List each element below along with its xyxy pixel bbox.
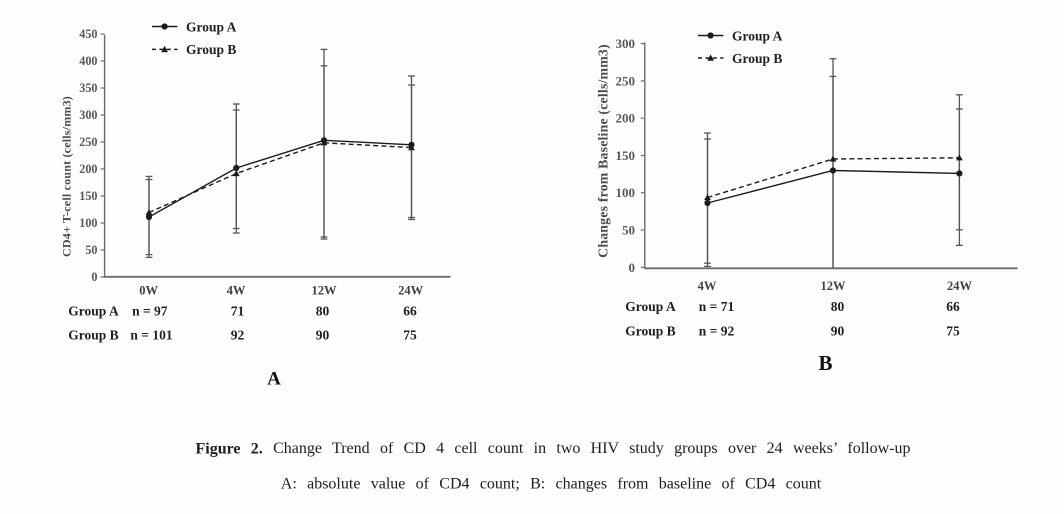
svg-text:80: 80 [831, 299, 845, 314]
svg-text:80: 80 [316, 304, 330, 319]
svg-text:12W: 12W [821, 279, 847, 293]
svg-text:n = 101: n = 101 [130, 328, 172, 343]
svg-text:92: 92 [231, 328, 245, 343]
svg-text:50: 50 [85, 243, 97, 257]
svg-text:n = 97: n = 97 [132, 304, 168, 319]
svg-text:Group A: Group A [68, 304, 119, 319]
svg-text:Group B: Group B [625, 323, 675, 338]
svg-text:Group B: Group B [186, 42, 236, 57]
svg-text:24W: 24W [398, 284, 424, 298]
svg-text:Changes from Baseline (cells/m: Changes from Baseline (cells/mm3) [596, 44, 612, 258]
svg-text:90: 90 [316, 328, 330, 343]
svg-text:Group A: Group A [186, 19, 237, 34]
svg-text:75: 75 [946, 323, 960, 338]
svg-text:300: 300 [79, 108, 97, 122]
svg-text:n = 71: n = 71 [699, 299, 735, 314]
svg-text:B: B [818, 351, 832, 375]
svg-text:Group B: Group B [732, 51, 782, 66]
svg-text:Group B: Group B [68, 328, 118, 343]
svg-text:0W: 0W [139, 284, 158, 298]
svg-text:75: 75 [403, 328, 417, 343]
svg-text:71: 71 [231, 304, 245, 319]
svg-text:90: 90 [831, 323, 845, 338]
svg-text:50: 50 [622, 223, 635, 238]
svg-text:66: 66 [403, 304, 417, 319]
svg-text:Figure 2. Change Trend of CD 4: Figure 2. Change Trend of CD 4 cell coun… [195, 440, 910, 457]
svg-text:150: 150 [616, 148, 636, 163]
svg-text:A: absolute value of CD4 count: A: absolute value of CD4 count; B: chang… [281, 476, 822, 493]
svg-text:24W: 24W [947, 279, 973, 293]
svg-text:Group A: Group A [732, 28, 783, 43]
svg-text:4W: 4W [227, 284, 246, 298]
svg-text:250: 250 [79, 135, 97, 149]
svg-text:450: 450 [79, 27, 97, 41]
svg-text:200: 200 [79, 162, 97, 176]
svg-text:100: 100 [79, 216, 97, 230]
svg-text:200: 200 [616, 111, 636, 126]
svg-text:0: 0 [91, 270, 97, 284]
svg-text:250: 250 [616, 73, 636, 88]
svg-text:66: 66 [946, 299, 960, 314]
svg-text:100: 100 [616, 185, 636, 200]
svg-text:300: 300 [616, 36, 636, 51]
svg-text:350: 350 [79, 81, 97, 95]
svg-text:n = 92: n = 92 [699, 323, 735, 338]
svg-text:0: 0 [629, 260, 636, 275]
svg-text:4W: 4W [698, 279, 717, 293]
svg-text:Group A: Group A [625, 299, 676, 314]
svg-text:CD4+ T-cell count (cells/mm3): CD4+ T-cell count (cells/mm3) [60, 96, 74, 257]
svg-text:12W: 12W [312, 284, 338, 298]
svg-text:A: A [267, 369, 281, 390]
svg-text:400: 400 [79, 54, 97, 68]
svg-text:150: 150 [79, 189, 97, 203]
